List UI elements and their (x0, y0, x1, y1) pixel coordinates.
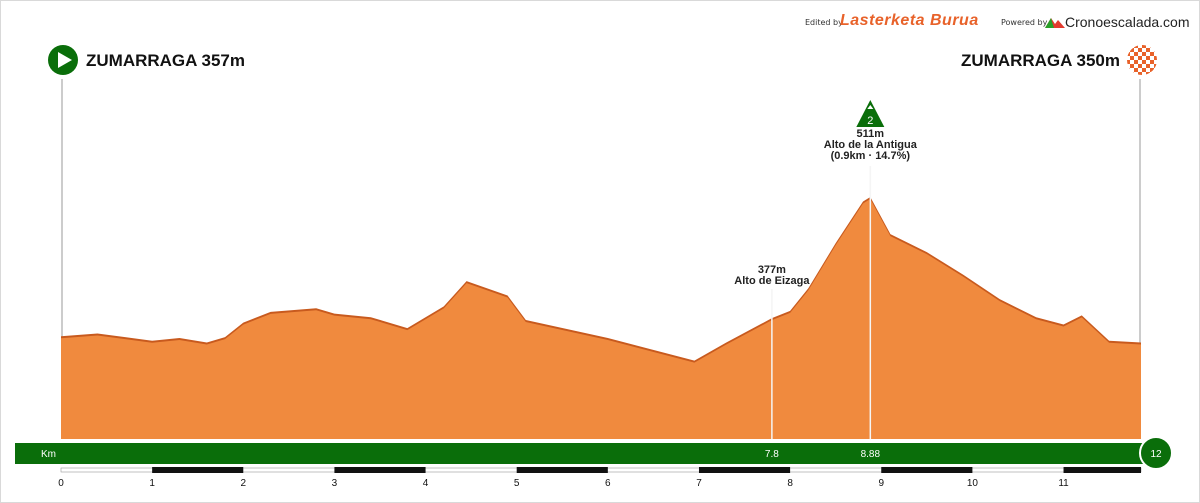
climb-category: 2 (867, 115, 873, 127)
edited-by-label: Edited by (805, 18, 843, 27)
x-tick-label: 4 (423, 478, 429, 489)
x-tick-label: 9 (878, 478, 884, 489)
profile-area (61, 199, 1141, 439)
finish-label: ZUMARRAGA 350m (961, 51, 1121, 70)
x-tick-label: 0 (58, 478, 64, 489)
km-scale-segment (334, 467, 426, 473)
km-bar (15, 443, 1155, 464)
start-flag-icon (48, 45, 78, 75)
climb-category-icon (856, 100, 885, 127)
km-scale-segment (1063, 467, 1141, 473)
summit-icon (867, 105, 874, 109)
climb-name: Alto de Eizaga (734, 275, 810, 287)
powered-by-label: Powered by (1001, 18, 1048, 27)
x-tick-label: 2 (240, 478, 246, 489)
distance-end-label: 12 (1150, 449, 1162, 460)
climb-name: Alto de la Antigua (824, 139, 918, 151)
mountain-icon (1045, 18, 1065, 28)
finish-checkered-icon (1127, 45, 1157, 75)
brand-logo-text: Lasterketa Burua (840, 12, 979, 29)
distance-end-badge (1139, 436, 1173, 470)
climb-km-label: 7.8 (765, 449, 779, 460)
x-tick-label: 11 (1058, 478, 1069, 489)
km-scale-segment (881, 467, 973, 473)
km-axis-label: Km (41, 449, 56, 460)
start-label: ZUMARRAGA 357m (86, 51, 246, 70)
climb-altitude: 377m (758, 264, 786, 276)
climb-stats: (0.9km · 14.7%) (831, 150, 911, 162)
x-tick-label: 7 (696, 478, 702, 489)
x-tick-label: 1 (149, 478, 155, 489)
x-tick-label: 8 (787, 478, 793, 489)
climb-altitude: 511m (857, 128, 885, 140)
x-tick-label: 10 (967, 478, 979, 489)
x-tick-label: 6 (605, 478, 611, 489)
powered-brand: Cronoescalada.com (1065, 14, 1190, 30)
x-tick-label: 5 (514, 478, 520, 489)
climb-km-label: 8.88 (861, 449, 881, 460)
x-tick-label: 3 (332, 478, 338, 489)
km-scale-segment (516, 467, 608, 473)
km-scale-segment (152, 467, 244, 473)
km-scale-segment (698, 467, 791, 473)
